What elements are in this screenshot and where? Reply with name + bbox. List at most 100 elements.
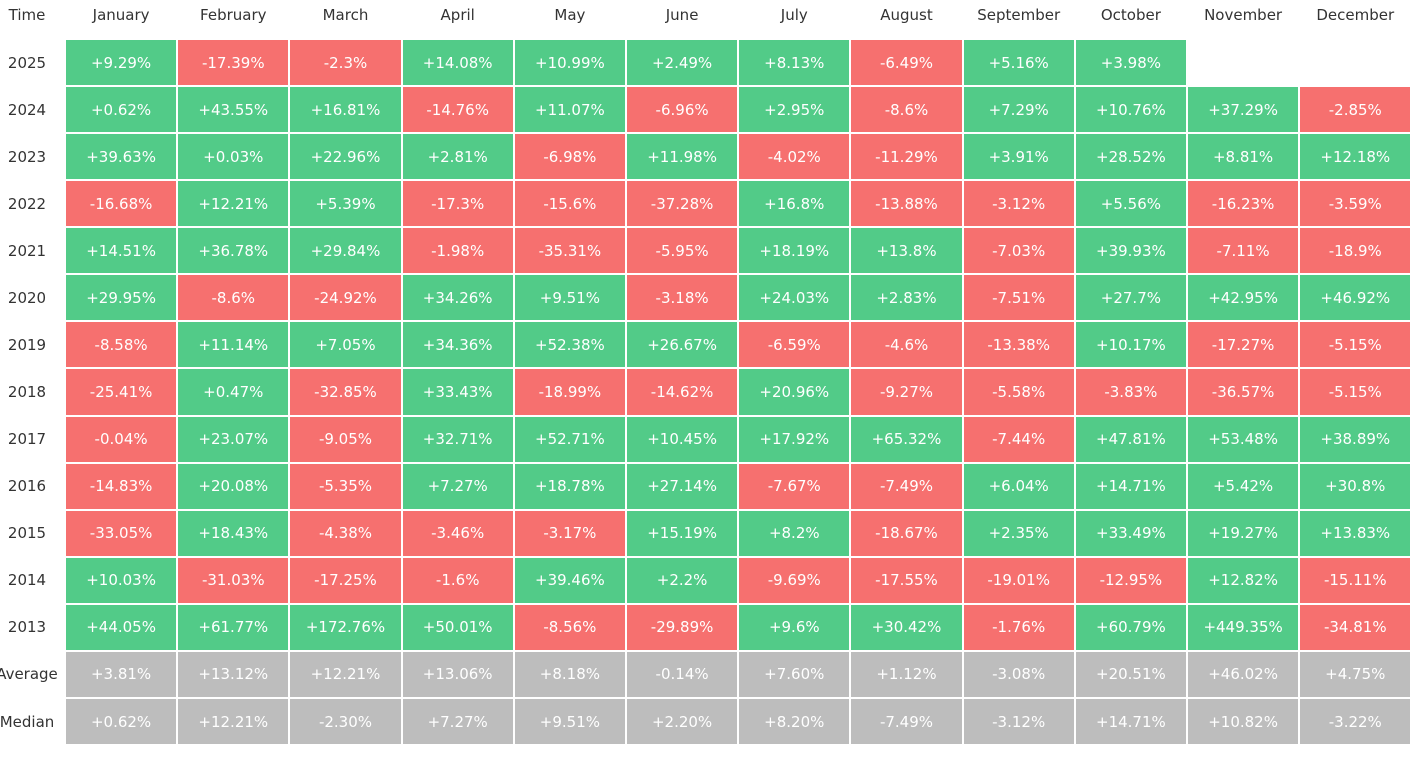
return-cell: +8.2% xyxy=(739,510,850,556)
return-cell: +44.05% xyxy=(66,604,177,650)
return-cell: +50.01% xyxy=(402,604,513,650)
row-label: 2018 xyxy=(7,383,47,402)
return-cell: -9.69% xyxy=(739,557,850,603)
return-cell: -31.03% xyxy=(178,557,289,603)
return-cell: -0.14% xyxy=(627,651,738,697)
return-cell: -14.76% xyxy=(402,87,513,133)
return-cell: +10.82% xyxy=(1188,698,1299,745)
return-cell: -1.76% xyxy=(963,604,1074,650)
return-cell: -7.67% xyxy=(739,463,850,509)
return-cell: -12.95% xyxy=(1075,557,1186,603)
return-cell: +449.35% xyxy=(1188,604,1299,650)
row-label: 2016 xyxy=(7,477,47,496)
return-cell: -5.95% xyxy=(627,228,738,274)
return-cell: -4.6% xyxy=(851,322,962,368)
return-cell: +11.98% xyxy=(627,134,738,180)
return-cell: -2.3% xyxy=(290,40,401,86)
return-cell: +9.51% xyxy=(514,698,625,745)
return-cell: +0.62% xyxy=(66,87,177,133)
header-cell: December xyxy=(1316,6,1395,24)
return-cell: +18.19% xyxy=(739,228,850,274)
return-cell: +9.51% xyxy=(514,275,625,321)
return-cell: -15.11% xyxy=(1300,557,1411,603)
return-cell: -24.92% xyxy=(290,275,401,321)
return-cell: -16.68% xyxy=(66,181,177,227)
return-cell: +11.07% xyxy=(514,87,625,133)
return-cell: +42.95% xyxy=(1188,275,1299,321)
return-cell: +20.51% xyxy=(1075,651,1186,697)
return-cell: -7.03% xyxy=(963,228,1074,274)
return-cell: +10.45% xyxy=(627,416,738,462)
return-cell: -3.59% xyxy=(1300,181,1411,227)
return-cell: -16.23% xyxy=(1188,181,1299,227)
return-cell: +8.13% xyxy=(739,40,850,86)
return-cell: +7.27% xyxy=(402,698,513,745)
return-cell: -3.12% xyxy=(963,698,1074,745)
return-cell: +2.83% xyxy=(851,275,962,321)
header-cell: April xyxy=(440,6,475,24)
return-cell: -19.01% xyxy=(963,557,1074,603)
return-cell: +60.79% xyxy=(1075,604,1186,650)
return-cell: -1.98% xyxy=(402,228,513,274)
return-cell: +10.76% xyxy=(1075,87,1186,133)
return-cell: +0.62% xyxy=(66,698,177,745)
return-cell: +1.12% xyxy=(851,651,962,697)
return-cell: +3.98% xyxy=(1075,40,1186,86)
return-cell: +14.08% xyxy=(402,40,513,86)
return-cell: -17.55% xyxy=(851,557,962,603)
return-cell: +2.2% xyxy=(627,557,738,603)
return-cell: -37.28% xyxy=(627,181,738,227)
return-cell: -5.15% xyxy=(1300,369,1411,415)
header-cell: June xyxy=(665,6,699,24)
header-cell: May xyxy=(554,6,586,24)
return-cell: +53.48% xyxy=(1188,416,1299,462)
return-cell: +52.71% xyxy=(514,416,625,462)
return-cell: +16.81% xyxy=(290,87,401,133)
return-cell: +12.82% xyxy=(1188,557,1299,603)
return-cell: +13.83% xyxy=(1300,510,1411,556)
row-label: 2014 xyxy=(7,571,47,590)
return-cell: +43.55% xyxy=(178,87,289,133)
return-cell: +5.39% xyxy=(290,181,401,227)
return-cell: -3.08% xyxy=(963,651,1074,697)
header-cell: March xyxy=(322,6,369,24)
return-cell: +20.96% xyxy=(739,369,850,415)
return-cell: +2.49% xyxy=(627,40,738,86)
return-cell: +24.03% xyxy=(739,275,850,321)
return-cell: -33.05% xyxy=(66,510,177,556)
return-cell: -7.49% xyxy=(851,698,962,745)
return-cell: -0.04% xyxy=(66,416,177,462)
return-cell: +16.8% xyxy=(739,181,850,227)
row-label: 2025 xyxy=(7,53,47,72)
return-cell: +37.29% xyxy=(1188,87,1299,133)
return-cell: +18.43% xyxy=(178,510,289,556)
return-cell: +39.46% xyxy=(514,557,625,603)
return-cell: -6.98% xyxy=(514,134,625,180)
return-cell: -7.11% xyxy=(1188,228,1299,274)
return-cell: +12.21% xyxy=(178,698,289,745)
return-cell: +30.8% xyxy=(1300,463,1411,509)
return-cell: +27.14% xyxy=(627,463,738,509)
return-cell: +14.71% xyxy=(1075,463,1186,509)
return-cell: +12.21% xyxy=(178,181,289,227)
return-cell: +9.29% xyxy=(66,40,177,86)
return-cell: -9.27% xyxy=(851,369,962,415)
header-cell: February xyxy=(200,6,267,24)
header-cell: October xyxy=(1100,6,1161,24)
return-cell: +5.42% xyxy=(1188,463,1299,509)
return-cell: +2.35% xyxy=(963,510,1074,556)
return-cell: +61.77% xyxy=(178,604,289,650)
return-cell: -25.41% xyxy=(66,369,177,415)
return-cell: -8.6% xyxy=(851,87,962,133)
return-cell: +32.71% xyxy=(402,416,513,462)
return-cell: -5.35% xyxy=(290,463,401,509)
return-cell: -18.9% xyxy=(1300,228,1411,274)
return-cell: -9.05% xyxy=(290,416,401,462)
return-cell: -15.6% xyxy=(514,181,625,227)
header-cell: November xyxy=(1204,6,1283,24)
row-label: 2022 xyxy=(7,194,47,213)
return-cell: +30.42% xyxy=(851,604,962,650)
return-cell: +39.63% xyxy=(66,134,177,180)
